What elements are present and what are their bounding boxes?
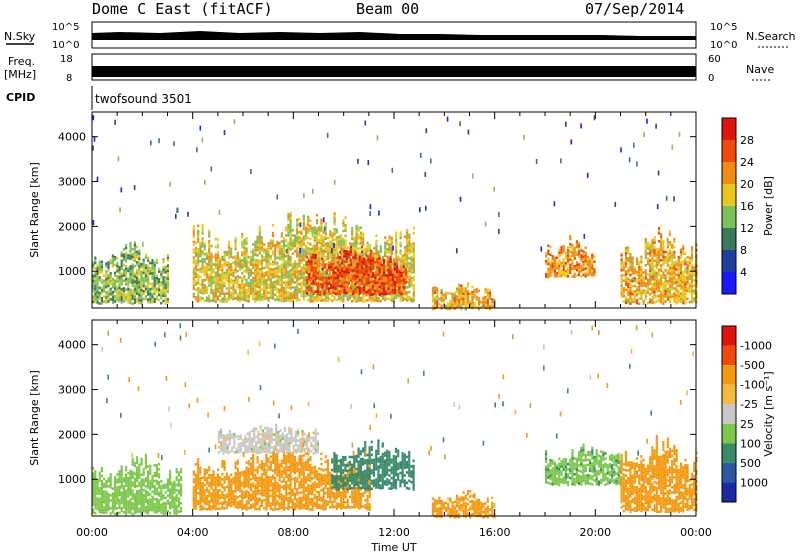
colorbar-tick-label: 24 bbox=[740, 156, 754, 169]
freq-tick-bottom: 8 bbox=[66, 73, 72, 84]
freq-label: Freq. bbox=[8, 55, 35, 68]
colorbar-label: Power [dB] bbox=[762, 176, 775, 236]
colorbar-swatch bbox=[722, 184, 736, 206]
colorbar-swatch bbox=[722, 118, 736, 140]
colorbar-swatch bbox=[722, 384, 736, 405]
colorbar-swatch bbox=[722, 423, 736, 444]
power-heatmap bbox=[92, 115, 698, 311]
nsky-label: N.Sky bbox=[4, 30, 36, 43]
freq-unit-label: [MHz] bbox=[4, 68, 36, 81]
colorbar-swatch bbox=[722, 140, 736, 162]
colorbar-swatch bbox=[722, 250, 736, 272]
x-tick-label: 00:00 bbox=[76, 526, 108, 539]
echo-region-6 bbox=[620, 435, 698, 514]
colorbar-tick-label: 12 bbox=[740, 222, 754, 235]
echo-region-5 bbox=[620, 226, 698, 306]
freq-trace bbox=[92, 66, 696, 77]
colorbar-tick-label: 20 bbox=[740, 178, 754, 191]
y-axis-label: Slant Range [km] bbox=[28, 162, 41, 258]
colorbar-swatch bbox=[722, 404, 736, 424]
velocity-colorbar: 1000 500 100 25 -25 -100 -500 -1000 Velocity [m … bbox=[721, 325, 775, 503]
noise-tick-left-top: 10^5 bbox=[52, 22, 79, 33]
echo-region-0 bbox=[92, 241, 169, 306]
station-title: Dome C East (fitACF) bbox=[92, 0, 273, 18]
colorbar-swatch bbox=[722, 443, 736, 463]
x-tick-label: 04:00 bbox=[177, 526, 209, 539]
colorbar-frame bbox=[721, 325, 737, 503]
colorbar-swatch bbox=[722, 228, 736, 250]
colorbar-tick-label: 8 bbox=[740, 244, 747, 257]
colorbar-tick-label: 500 bbox=[740, 457, 761, 470]
y-tick-label: 1000 bbox=[58, 265, 86, 278]
echo-region-2 bbox=[305, 245, 408, 297]
noise-sky-trace bbox=[92, 31, 696, 40]
colorbar-frame bbox=[721, 117, 737, 295]
x-axis-label: Time UT bbox=[370, 541, 416, 554]
colorbar-tick-label: -100 bbox=[740, 379, 765, 392]
y-tick-label: 1000 bbox=[58, 473, 86, 486]
x-tick-label: 20:00 bbox=[579, 526, 611, 539]
freq-tick-top: 18 bbox=[60, 54, 73, 65]
colorbar-swatch bbox=[722, 272, 736, 294]
colorbar-swatch bbox=[722, 345, 736, 366]
noise-tick-right-bottom: 10^0 bbox=[710, 40, 737, 51]
nave-tick-top: 60 bbox=[708, 54, 721, 65]
echo-region-3 bbox=[431, 282, 496, 311]
y-tick-label: 2000 bbox=[58, 428, 86, 441]
nave-label: Nave bbox=[746, 63, 774, 76]
colorbar-swatch bbox=[722, 326, 736, 346]
noise-tick-right-top: 10^5 bbox=[710, 22, 737, 33]
y-tick-label: 3000 bbox=[58, 384, 86, 397]
colorbar-swatch bbox=[722, 482, 736, 502]
echo-region-4 bbox=[431, 490, 496, 519]
x-tick-label: 16:00 bbox=[479, 526, 511, 539]
cpid-value: twofsound 3501 bbox=[95, 92, 192, 106]
echo-region-0 bbox=[92, 453, 183, 516]
colorbar-label: Velocity [m s⁻¹] bbox=[762, 371, 775, 456]
nsearch-label: N.Search bbox=[746, 30, 796, 43]
x-tick-label: 00:00 bbox=[680, 526, 712, 539]
x-tick-label: 12:00 bbox=[378, 526, 410, 539]
colorbar-tick-label: 28 bbox=[740, 134, 754, 147]
velocity-heatmap bbox=[92, 323, 698, 519]
date-label: 07/Sep/2014 bbox=[585, 0, 685, 18]
sparse-echoes bbox=[92, 115, 681, 254]
colorbar-tick-label: 1000 bbox=[740, 476, 768, 489]
echo-region-2 bbox=[217, 423, 319, 455]
power-colorbar: 4 8 12 16 20 24 28 Power [dB] bbox=[721, 117, 775, 295]
colorbar-tick-label: 4 bbox=[740, 266, 747, 279]
colorbar-swatch bbox=[722, 462, 736, 483]
colorbar-tick-label: -500 bbox=[740, 359, 765, 372]
y-tick-label: 4000 bbox=[58, 339, 86, 352]
colorbar-tick-label: 100 bbox=[740, 437, 761, 450]
noise-tick-left-bottom: 10^0 bbox=[52, 40, 79, 51]
beam-label: Beam 00 bbox=[356, 0, 420, 18]
y-axis-label: Slant Range [km] bbox=[28, 370, 41, 466]
colorbar-tick-label: 16 bbox=[740, 200, 754, 213]
colorbar-swatch bbox=[722, 162, 736, 184]
colorbar-tick-label: -1000 bbox=[740, 340, 772, 353]
y-tick-label: 2000 bbox=[58, 220, 86, 233]
echo-region-3 bbox=[331, 439, 415, 491]
colorbar-swatch bbox=[722, 206, 736, 228]
echo-region-5 bbox=[545, 443, 622, 487]
colorbar-swatch bbox=[722, 365, 736, 385]
colorbar-tick-label: 25 bbox=[740, 418, 754, 431]
y-tick-label: 3000 bbox=[58, 176, 86, 189]
echo-region-4 bbox=[545, 235, 596, 279]
cpid-label: CPID bbox=[6, 91, 35, 104]
y-tick-label: 4000 bbox=[58, 131, 86, 144]
x-tick-label: 08:00 bbox=[277, 526, 309, 539]
colorbar-tick-label: -25 bbox=[740, 398, 758, 411]
sparse-echoes bbox=[101, 323, 694, 460]
nave-tick-bottom: 0 bbox=[708, 73, 714, 84]
